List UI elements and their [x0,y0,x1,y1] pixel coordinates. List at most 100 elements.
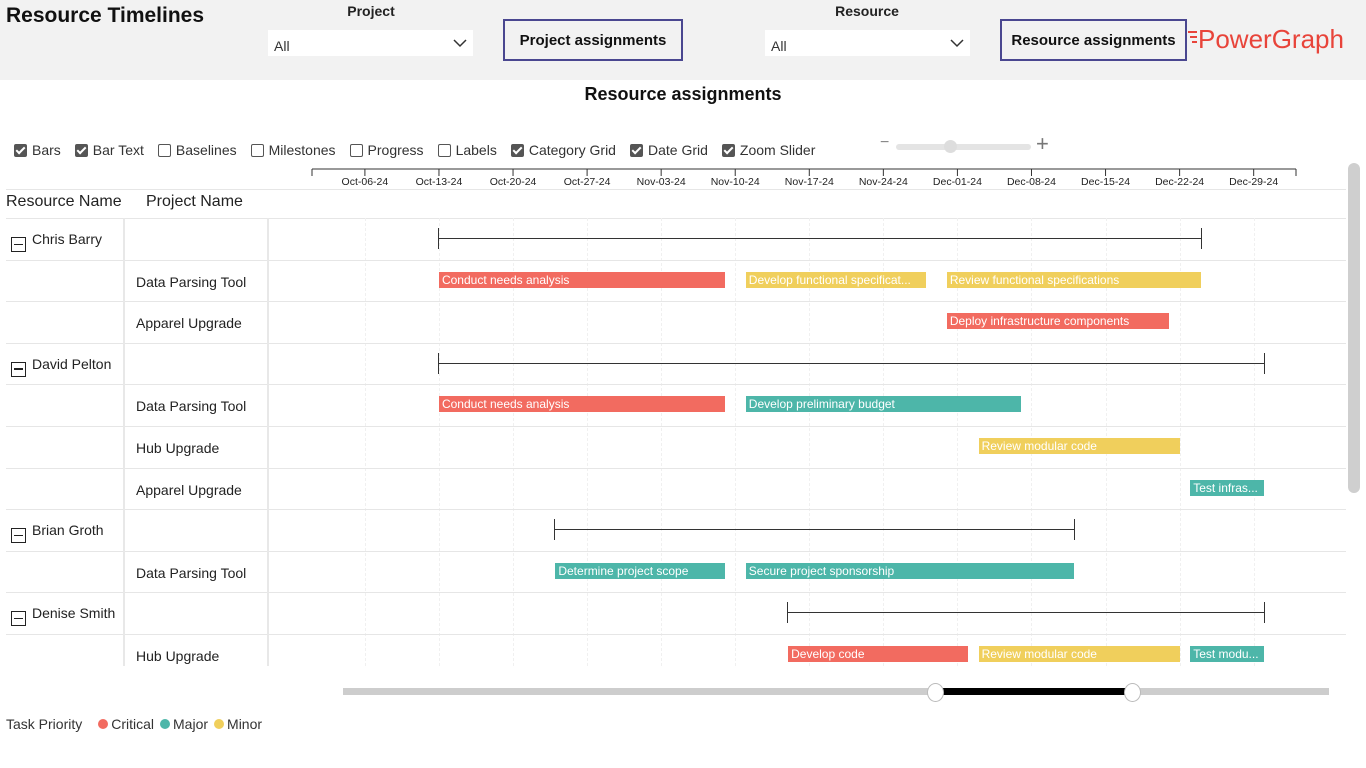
task-bar[interactable]: Conduct needs analysis [438,271,725,288]
project-column-separator[interactable] [267,218,269,666]
project-row: Apparel Upgrade Test infras... [0,468,1346,510]
labels-checkbox[interactable]: Labels [437,142,497,158]
resource-column-separator[interactable] [123,218,125,666]
collapse-toggle-icon[interactable] [11,361,26,377]
task-bar[interactable]: Review functional specifications [946,271,1201,288]
zoom-out-icon[interactable]: − [880,134,890,151]
checkbox-box[interactable] [510,143,524,157]
project-filter-dropdown[interactable]: All [268,30,473,56]
checkbox-box[interactable] [349,143,363,157]
resource-filter-dropdown[interactable]: All [765,30,970,56]
report-header: Resource Timelines Project All Project a… [0,0,1366,80]
resource-assignments-button[interactable]: Resource assignments [1000,19,1187,61]
task-bar[interactable]: Develop functional specificat... [745,271,926,288]
date-gridline [957,218,959,666]
baselines-checkbox[interactable]: Baselines [157,142,237,158]
bar-text-checkbox[interactable]: Bar Text [74,142,144,158]
collapse-toggle-icon[interactable] [11,237,26,252]
date-gridline [1179,218,1181,666]
task-bar[interactable]: Review modular code [978,646,1180,662]
task-bar[interactable]: Develop code [788,646,968,662]
checkbox-box[interactable] [721,143,735,157]
date-grid-checkbox[interactable]: Date Grid [629,142,708,158]
resource-name-cell: David Pelton [32,355,112,372]
resource-row: Denise Smith [0,592,1346,634]
bars-label: Bars [32,142,61,158]
task-bar[interactable]: Test modu... [1190,646,1265,662]
checkbox-box[interactable] [437,143,451,157]
row-divider [6,189,1346,190]
resource-summary-span [437,352,1266,374]
project-name-header: Project Name [146,193,243,210]
baselines-label: Baselines [175,142,237,158]
axis-tick-label: Dec-29-24 [1229,176,1278,188]
row-divider [6,259,1346,261]
zoom-slider-checkbox[interactable]: Zoom Slider [721,142,815,158]
progress-checkbox[interactable]: Progress [349,142,424,158]
task-bar[interactable]: Review modular code [978,438,1180,454]
span-start-cap [437,352,439,374]
app-title: Resource Timelines [6,4,205,27]
category-grid-checkbox[interactable]: Category Grid [510,142,616,158]
date-gridline [587,218,589,666]
row-divider [6,509,1346,511]
legend-title: Task Priority [6,716,83,732]
labels-label: Labels [455,142,497,158]
legend-label: Major [173,716,209,732]
date-gridline [364,218,366,666]
resource-name-cell: Chris Barry [32,231,103,247]
project-name-cell: Apparel Upgrade [136,481,242,498]
date-gridline [661,218,663,666]
row-divider [6,550,1346,552]
checkbox-box[interactable] [74,143,88,157]
row-divider [6,342,1346,344]
axis-tick-label: Nov-10-24 [711,176,760,188]
resource-row: Brian Groth [0,509,1346,551]
project-name-cell: Data Parsing Tool [136,273,247,290]
row-divider [6,426,1346,427]
zoom-in-icon[interactable]: + [1036,131,1049,156]
milestones-checkbox[interactable]: Milestones [250,142,336,158]
span-end-cap [1264,352,1266,374]
task-bar[interactable]: Secure project sponsorship [745,562,1074,579]
checkbox-box[interactable] [157,143,171,157]
axis-tick-label: Nov-03-24 [637,176,686,188]
project-assignments-button[interactable]: Project assignments [503,19,683,61]
collapse-toggle-icon[interactable] [11,611,26,627]
row-divider [6,301,1346,303]
range-start-handle[interactable] [926,683,944,702]
axis-tick-label: Oct-06-24 [342,176,389,188]
task-bar[interactable]: Determine project scope [555,562,725,579]
timeline-grid: Oct-06-24 Oct-13-24 Oct-20-24 Oct-27-24 Nov-… [0,160,1366,670]
chevron-down-icon [950,39,964,48]
row-divider [6,592,1346,594]
zoom-thumb[interactable] [944,140,957,153]
task-bar[interactable]: Conduct needs analysis [438,396,725,413]
checkbox-box[interactable] [629,143,643,157]
task-bar[interactable]: Test infras... [1190,479,1265,496]
visual-title: Resource assignments [584,84,782,104]
checkbox-box[interactable] [14,143,27,157]
axis-tick-label: Nov-24-24 [859,176,908,188]
legend-item-critical: Critical [98,716,154,732]
zoom-control[interactable]: − + [880,131,1055,156]
project-name-cell: Apparel Upgrade [136,315,242,332]
bars-checkbox[interactable]: Bars [14,142,61,158]
resource-row: David Pelton [0,343,1346,385]
zoom-track[interactable] [896,144,1031,150]
checkbox-box[interactable] [250,143,264,157]
task-bar[interactable]: Deploy infrastructure components [946,313,1170,330]
vertical-scrollbar[interactable] [1348,163,1360,493]
date-range-selection[interactable] [934,688,1132,695]
row-divider [6,467,1346,469]
date-gridline [513,218,515,666]
collapse-toggle-icon[interactable] [11,528,26,544]
chevron-down-icon [453,39,467,48]
date-range-track[interactable] [343,688,1329,695]
range-end-handle[interactable] [1123,683,1141,702]
date-gridline [735,218,737,666]
task-bar[interactable]: Develop preliminary budget [745,396,1021,413]
project-row: Data Parsing Tool Conduct needs analysis D… [0,384,1346,426]
axis-tick-label: Oct-13-24 [416,176,463,188]
date-grid-label: Date Grid [647,142,708,158]
